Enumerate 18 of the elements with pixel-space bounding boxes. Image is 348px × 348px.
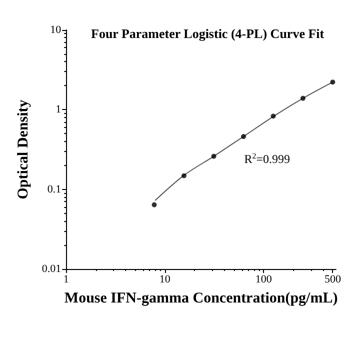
x-tick-label: 1 — [63, 274, 69, 286]
x-tick-label: 100 — [255, 274, 272, 286]
x-tick-label: 10 — [159, 274, 171, 286]
point — [270, 114, 276, 119]
point — [152, 202, 157, 208]
y-tick-label: 0.1 — [47, 183, 62, 196]
y-tick-label: 10 — [50, 24, 62, 36]
x-tick-label: 500 — [324, 274, 342, 286]
point — [330, 80, 336, 85]
y-axis-title: Optical Density — [16, 99, 32, 200]
point — [181, 173, 186, 178]
y-tick-label: 1 — [56, 104, 62, 116]
point — [300, 96, 306, 101]
point — [241, 134, 246, 140]
point — [211, 154, 216, 159]
y-tick-label: 0.01 — [42, 263, 62, 275]
x-axis-title: Mouse IFN-gamma Concentration(pg/mL) — [64, 290, 338, 306]
chart-title: Four Parameter Logistic (4-PL) Curve Fit — [91, 26, 325, 41]
